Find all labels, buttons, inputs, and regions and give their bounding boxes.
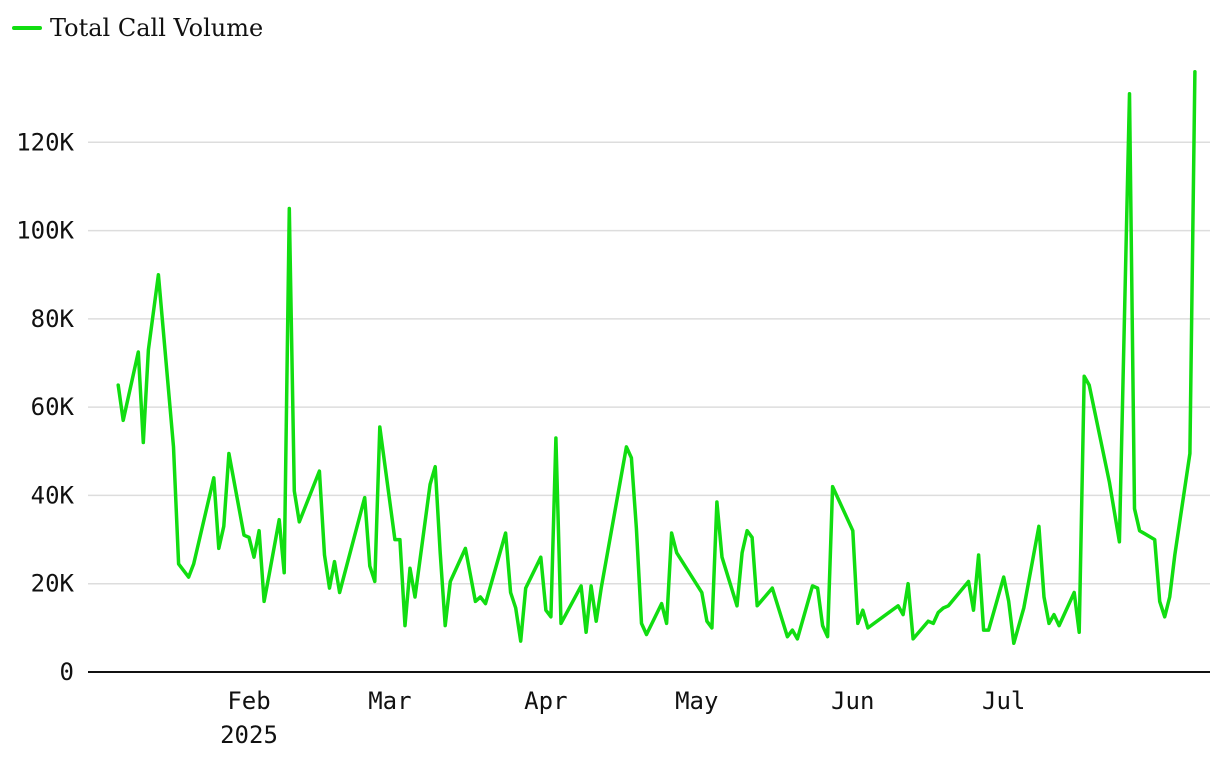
y-axis: 0 20K 40K 60K 80K 100K 120K bbox=[16, 128, 74, 686]
x-tick-label: Feb bbox=[227, 687, 270, 715]
legend-swatch bbox=[12, 26, 42, 30]
y-tick-label: 20K bbox=[31, 570, 75, 598]
y-tick-label: 100K bbox=[16, 217, 74, 245]
series-line-total-call-volume bbox=[116, 69, 1197, 646]
y-tick-label: 120K bbox=[16, 128, 74, 156]
y-tick-label: 0 bbox=[60, 658, 74, 686]
x-tick-label: Apr bbox=[524, 687, 567, 715]
legend-label: Total Call Volume bbox=[50, 14, 264, 42]
series-layer bbox=[116, 69, 1197, 646]
gridlines bbox=[88, 141, 1210, 585]
y-tick-label: 60K bbox=[31, 393, 75, 421]
x-axis: Feb 2025 Mar Apr May Jun Jul bbox=[88, 671, 1210, 749]
x-tick-label: Jul bbox=[982, 687, 1025, 715]
x-tick-label: Mar bbox=[368, 687, 411, 715]
chart-legend: Total Call Volume bbox=[12, 14, 263, 42]
x-tick-label: Jun bbox=[831, 687, 874, 715]
y-tick-label: 80K bbox=[31, 305, 75, 333]
x-tick-label: May bbox=[675, 687, 718, 715]
x-tick-sublabel: 2025 bbox=[220, 721, 278, 749]
y-tick-label: 40K bbox=[31, 481, 75, 509]
